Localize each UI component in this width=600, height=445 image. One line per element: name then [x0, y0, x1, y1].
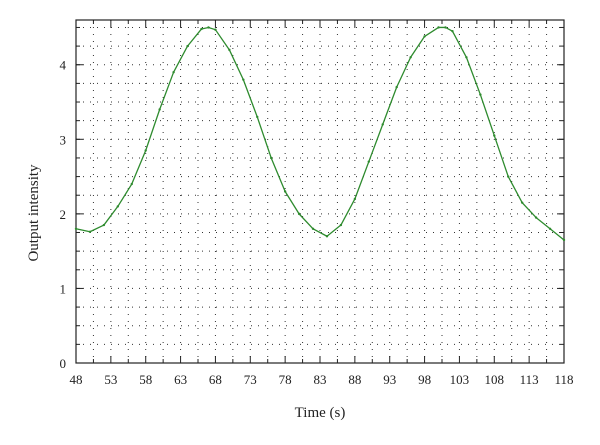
data-point: [465, 56, 468, 59]
axis-ticks: 48 53 58 63 68 73 78 83 88 93 98 103 108 113 118 0 1 2 3 4: [60, 20, 574, 387]
y-tick-label: 3: [60, 132, 67, 147]
data-point: [270, 156, 273, 160]
x-tick-label: 63: [174, 372, 187, 387]
x-tick-label: 108: [485, 372, 505, 387]
grid: [76, 20, 564, 363]
data-point: [74, 227, 78, 230]
x-tick-label: 48: [70, 372, 83, 387]
data-point: [228, 48, 231, 52]
data-point: [381, 123, 384, 126]
data-point: [493, 134, 496, 137]
y-tick-label: 0: [60, 356, 67, 371]
x-tick-label: 53: [104, 372, 117, 387]
x-tick-label: 58: [139, 372, 152, 387]
y-tick-label: 4: [60, 58, 67, 73]
data-point: [256, 115, 259, 119]
data-point: [520, 201, 524, 204]
data-point: [437, 26, 440, 29]
data-point: [423, 35, 426, 38]
data-point: [200, 27, 203, 31]
data-point: [172, 70, 175, 74]
data-point: [444, 26, 447, 29]
plot-frame: [75, 19, 565, 364]
data-point: [562, 238, 566, 242]
data-point: [158, 108, 161, 111]
x-tick-label: 78: [279, 372, 292, 387]
data-point: [242, 78, 245, 81]
data-point: [353, 197, 357, 201]
data-point: [479, 93, 482, 96]
x-tick-label: 83: [314, 372, 327, 387]
data-point: [283, 190, 287, 193]
data-point: [367, 160, 370, 163]
x-tick-label: 113: [520, 372, 539, 387]
data-point: [311, 227, 315, 230]
data-point: [88, 230, 92, 233]
y-axis-title: Output intensity: [26, 164, 42, 262]
series-layer: [74, 26, 566, 242]
x-tick-label: 88: [348, 372, 361, 387]
y-tick-label: 1: [60, 281, 67, 296]
data-point: [186, 44, 189, 48]
data-point: [507, 175, 510, 178]
data-point: [451, 29, 454, 33]
data-point: [325, 235, 329, 238]
data-point: [144, 149, 147, 152]
data-point: [102, 223, 106, 227]
data-point: [116, 205, 120, 208]
x-tick-label: 103: [450, 372, 470, 387]
data-point: [409, 56, 412, 59]
data-point: [339, 223, 343, 227]
x-axis-title: Time (s): [295, 405, 346, 421]
x-tick-label: 93: [383, 372, 396, 387]
x-tick-label: 68: [209, 372, 222, 387]
data-point: [130, 182, 133, 186]
series-line-1: [75, 26, 565, 241]
data-point: [214, 28, 217, 31]
data-point: [207, 26, 210, 29]
x-tick-label: 98: [418, 372, 431, 387]
data-point: [534, 216, 538, 219]
x-tick-label: 118: [554, 372, 573, 387]
data-point: [395, 85, 398, 89]
y-tick-label: 2: [60, 207, 67, 222]
data-point: [548, 227, 552, 230]
data-point: [297, 212, 301, 216]
x-tick-label: 73: [244, 372, 257, 387]
